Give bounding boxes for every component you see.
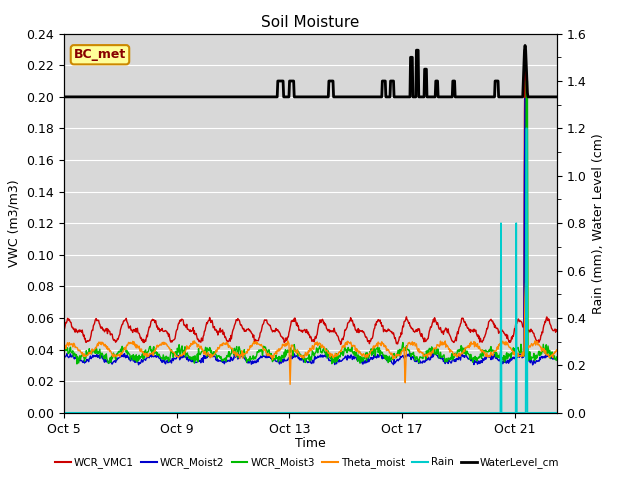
X-axis label: Time: Time (295, 437, 326, 450)
Legend: WCR_VMC1, WCR_Moist2, WCR_Moist3, Theta_moist, Rain, WaterLevel_cm: WCR_VMC1, WCR_Moist2, WCR_Moist3, Theta_… (51, 453, 564, 472)
Text: BC_met: BC_met (74, 48, 126, 61)
Y-axis label: VWC (m3/m3): VWC (m3/m3) (8, 180, 20, 267)
Y-axis label: Rain (mm), Water Level (cm): Rain (mm), Water Level (cm) (592, 133, 605, 313)
Title: Soil Moisture: Soil Moisture (261, 15, 360, 30)
